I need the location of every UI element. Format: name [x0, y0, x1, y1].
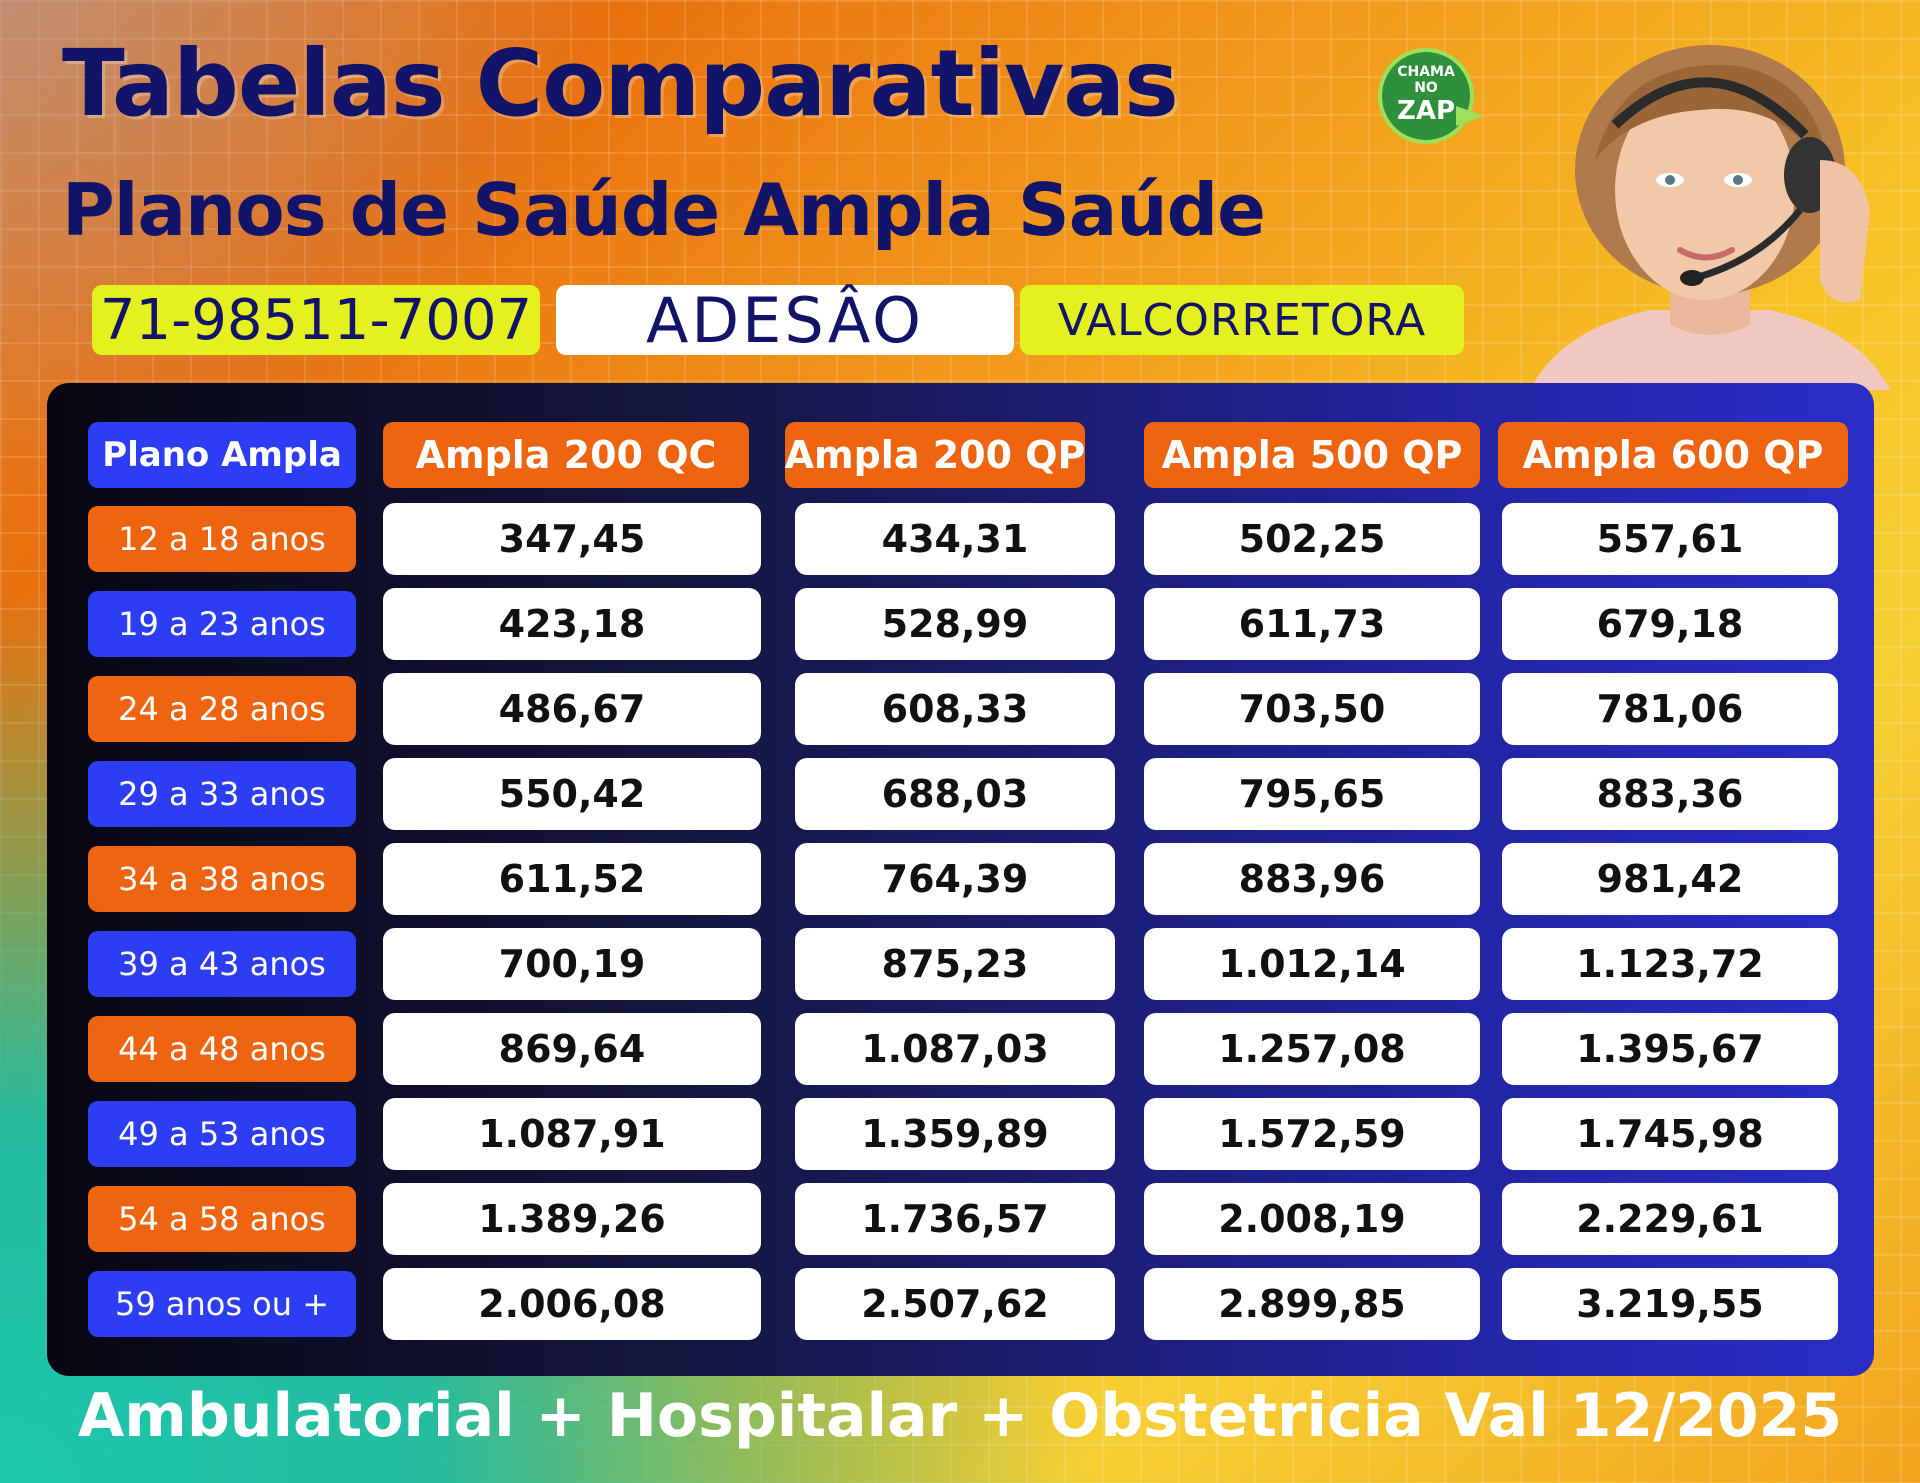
price-cell: 608,33 [795, 673, 1115, 745]
price-cell: 883,36 [1502, 758, 1838, 830]
price-cell: 2.229,61 [1502, 1183, 1838, 1255]
price-cell: 1.257,08 [1144, 1013, 1480, 1085]
column-header-plan-ampla: Plano Ampla [88, 422, 356, 488]
price-cell: 550,42 [383, 758, 761, 830]
price-cell: 1.123,72 [1502, 928, 1838, 1000]
phone-number[interactable]: 71-98511-7007 [92, 285, 540, 355]
badge-line-3: ZAP [1396, 96, 1456, 126]
whatsapp-chat-icon [1378, 48, 1474, 144]
price-cell: 703,50 [1144, 673, 1480, 745]
price-cell: 2.006,08 [383, 1268, 761, 1340]
support-agent-photo [1500, 40, 1920, 390]
page-title: Tabelas Comparativas [62, 30, 1179, 137]
age-range-label: 59 anos ou + [88, 1271, 356, 1337]
price-cell: 423,18 [383, 588, 761, 660]
price-cell: 557,61 [1502, 503, 1838, 575]
chat-bubble-tail-icon [1456, 106, 1484, 126]
price-cell: 434,31 [795, 503, 1115, 575]
price-cell: 1.745,98 [1502, 1098, 1838, 1170]
price-cell: 1.087,91 [383, 1098, 761, 1170]
price-cell: 1.395,67 [1502, 1013, 1838, 1085]
price-cell: 528,99 [795, 588, 1115, 660]
price-cell: 981,42 [1502, 843, 1838, 915]
price-cell: 1.012,14 [1144, 928, 1480, 1000]
age-range-label: 34 a 38 anos [88, 846, 356, 912]
age-range-label: 24 a 28 anos [88, 676, 356, 742]
price-cell: 2.899,85 [1144, 1268, 1480, 1340]
column-header-4: Ampla 600 QP [1498, 422, 1848, 488]
price-cell: 1.389,26 [383, 1183, 761, 1255]
price-cell: 3.219,55 [1502, 1268, 1838, 1340]
price-cell: 688,03 [795, 758, 1115, 830]
price-cell: 1.359,89 [795, 1098, 1115, 1170]
price-cell: 2.008,19 [1144, 1183, 1480, 1255]
chama-no-zap-badge[interactable]: CHAMA NO ZAP [1378, 48, 1488, 144]
coverage-footer: Ambulatorial + Hospitalar + Obstetricia … [77, 1381, 1843, 1451]
price-cell: 1.087,03 [795, 1013, 1115, 1085]
age-range-label: 19 a 23 anos [88, 591, 356, 657]
price-cell: 875,23 [795, 928, 1115, 1000]
price-cell: 2.507,62 [795, 1268, 1115, 1340]
age-range-label: 54 a 58 anos [88, 1186, 356, 1252]
column-header-1: Ampla 200 QC [383, 422, 749, 488]
price-cell: 795,65 [1144, 758, 1480, 830]
price-cell: 611,73 [1144, 588, 1480, 660]
price-cell: 869,64 [383, 1013, 761, 1085]
broker-name: VALCORRETORA [1020, 285, 1464, 355]
price-cell: 347,45 [383, 503, 761, 575]
age-range-label: 49 a 53 anos [88, 1101, 356, 1167]
age-range-label: 39 a 43 anos [88, 931, 356, 997]
price-cell: 1.736,57 [795, 1183, 1115, 1255]
column-header-3: Ampla 500 QP [1144, 422, 1480, 488]
badge-line-2: NO [1414, 80, 1438, 96]
age-range-label: 44 a 48 anos [88, 1016, 356, 1082]
price-cell: 611,52 [383, 843, 761, 915]
page-subtitle: Planos de Saúde Ampla Saúde [62, 168, 1266, 252]
price-cell: 781,06 [1502, 673, 1838, 745]
plan-type-label: ADESÂO [556, 284, 1014, 357]
price-cell: 502,25 [1144, 503, 1480, 575]
age-range-label: 29 a 33 anos [88, 761, 356, 827]
price-cell: 764,39 [795, 843, 1115, 915]
badge-line-1: CHAMA [1397, 64, 1455, 80]
price-cell: 700,19 [383, 928, 761, 1000]
price-cell: 883,96 [1144, 843, 1480, 915]
age-range-label: 12 a 18 anos [88, 506, 356, 572]
column-header-2: Ampla 200 QP [785, 422, 1085, 488]
price-cell: 679,18 [1502, 588, 1838, 660]
price-cell: 1.572,59 [1144, 1098, 1480, 1170]
price-cell: 486,67 [383, 673, 761, 745]
